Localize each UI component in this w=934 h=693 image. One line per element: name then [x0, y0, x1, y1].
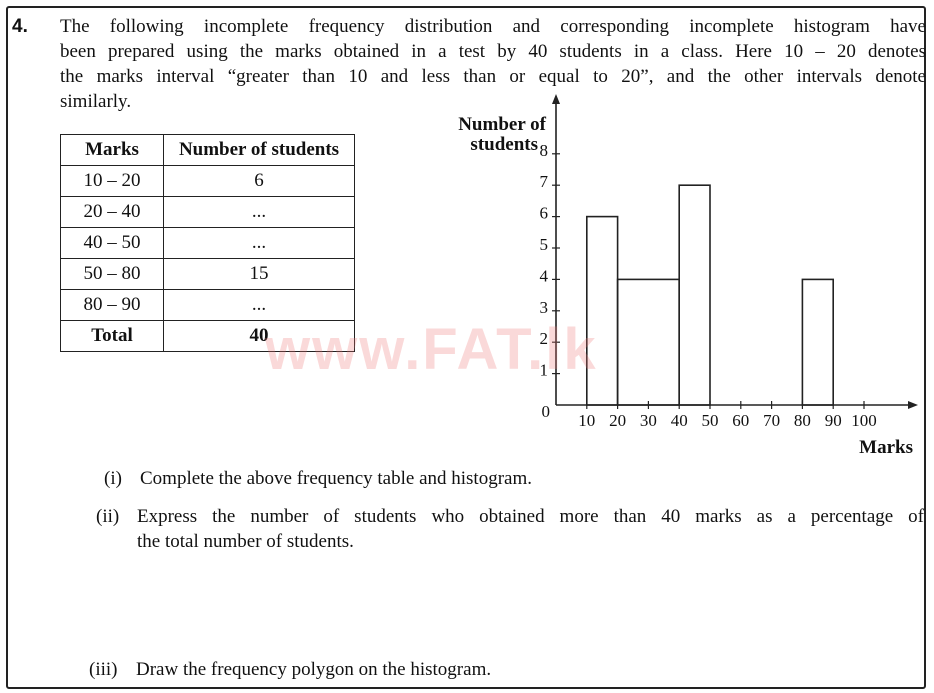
- x-tick-label: 10: [578, 411, 595, 430]
- subquestion-text: the total number of students.: [137, 531, 354, 552]
- y-tick-label: 8: [540, 141, 549, 160]
- header-marks: Marks: [60, 134, 164, 166]
- table-row: 50 – 80 15: [60, 258, 355, 290]
- table-row: 20 – 40 ...: [60, 196, 355, 228]
- x-tick-label: 70: [763, 411, 780, 430]
- cell-marks: 50 – 80: [60, 258, 164, 290]
- x-tick-label: 40: [671, 411, 688, 430]
- histogram-bar: [801, 278, 835, 406]
- intro-line: been prepared using the marks obtained i…: [60, 41, 926, 62]
- question-number: 4.: [12, 16, 28, 37]
- y-tick-label: 6: [540, 204, 549, 223]
- x-tick-label: 90: [825, 411, 842, 430]
- total-label: Total: [60, 320, 164, 352]
- y-tick-label: 1: [540, 361, 549, 380]
- histogram-bar: [678, 184, 711, 406]
- question-frame: [6, 6, 926, 689]
- cell-marks: 20 – 40: [60, 196, 164, 228]
- table-header-row: Marks Number of students: [60, 134, 355, 166]
- cell-students: 6: [163, 165, 355, 197]
- table-row: 40 – 50 ...: [60, 227, 355, 259]
- x-tick-label: 20: [609, 411, 626, 430]
- x-tick-label: 30: [640, 411, 657, 430]
- subquestion-number: (i): [104, 468, 122, 489]
- x-tick-label: 60: [732, 411, 749, 430]
- x-axis-arrow-icon: [908, 401, 918, 409]
- watermark: www.FAT.lk: [265, 317, 598, 382]
- subquestion-text: Draw the frequency polygon on the histog…: [136, 659, 492, 680]
- y-tick-label: 2: [540, 329, 549, 348]
- origin-label: 0: [542, 402, 551, 421]
- x-tick-label: 80: [794, 411, 811, 430]
- frequency-table: Marks Number of students 10 – 20 6 20 – …: [60, 134, 355, 352]
- cell-students: ...: [163, 227, 355, 259]
- subquestion-text: Express the number of students who obtai…: [137, 506, 924, 527]
- intro-line: The following incomplete frequency distr…: [60, 16, 926, 37]
- x-tick-label: 100: [851, 411, 877, 430]
- cell-students: ...: [163, 289, 355, 321]
- cell-marks: 80 – 90: [60, 289, 164, 321]
- x-tick-label: 50: [702, 411, 719, 430]
- y-axis-label: Number of: [458, 114, 546, 135]
- intro-line: similarly.: [60, 91, 132, 112]
- y-tick-label: 3: [540, 298, 549, 317]
- subquestion-text: Complete the above frequency table and h…: [140, 468, 533, 489]
- question-intro: The following incomplete frequency distr…: [60, 14, 926, 114]
- subquestion-number: (iii): [89, 659, 118, 680]
- total-value: 40: [163, 320, 355, 352]
- table-row: 10 – 20 6: [60, 165, 355, 197]
- y-tick-label: 7: [540, 172, 549, 191]
- table-row: 80 – 90 ...: [60, 289, 355, 321]
- y-tick-label: 5: [540, 235, 549, 254]
- y-axis-label: students: [470, 134, 538, 155]
- cell-marks: 10 – 20: [60, 165, 164, 197]
- y-axis-arrow-icon: [552, 94, 560, 104]
- y-tick-label: 4: [540, 266, 549, 285]
- x-axis-label: Marks: [859, 437, 913, 458]
- subquestion-number: (ii): [96, 506, 120, 527]
- table-total-row: Total 40: [60, 320, 355, 352]
- histogram-bar: [616, 278, 680, 406]
- intro-line: the marks interval “greater than 10 and …: [60, 66, 926, 87]
